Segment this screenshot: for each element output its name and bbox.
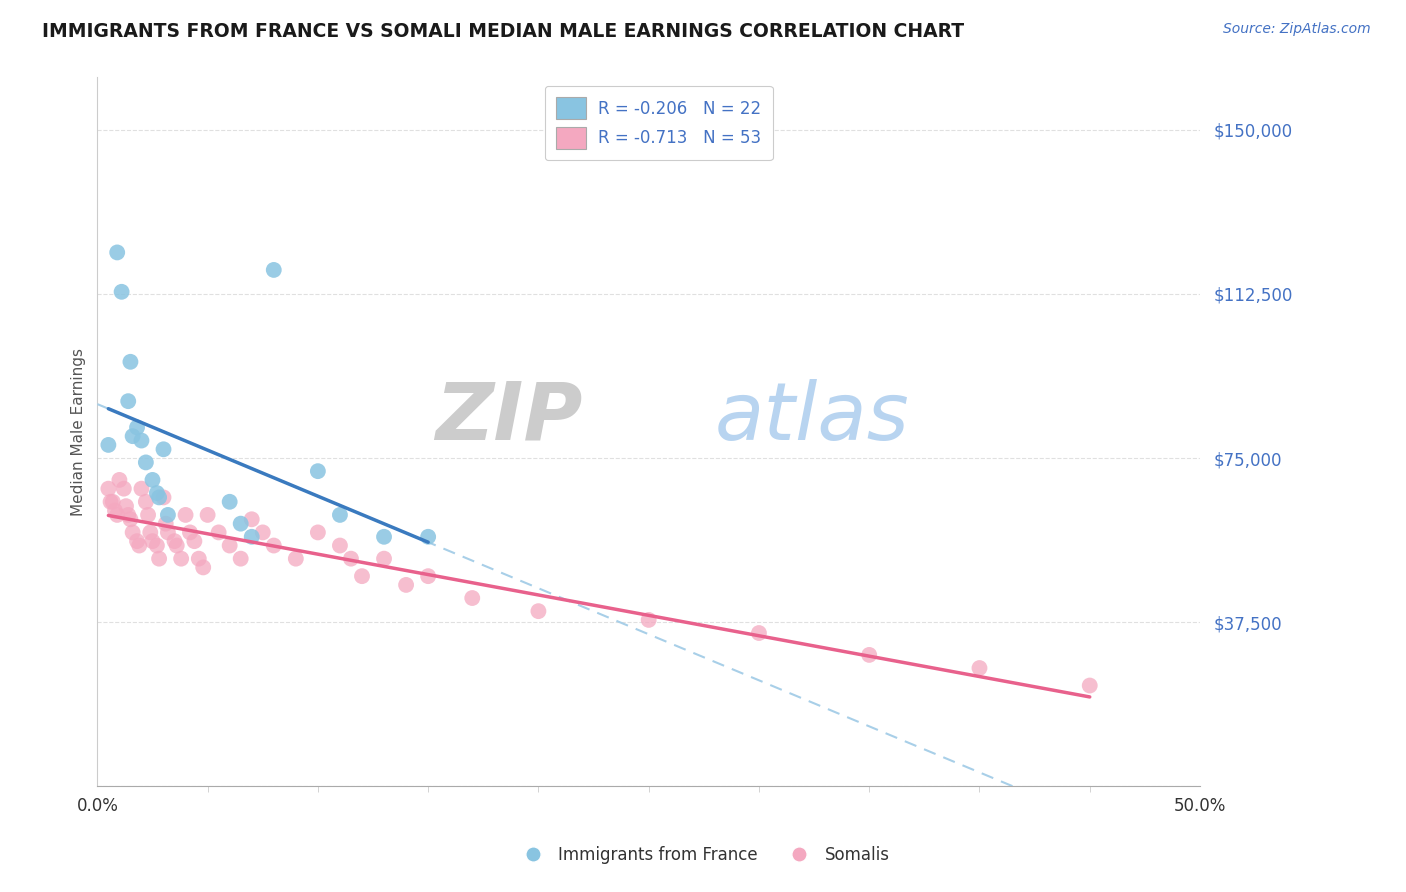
Point: [146, 539, 169, 553]
Point: [193, 560, 215, 574]
Legend: R = -0.206   N = 22, R = -0.713   N = 53: R = -0.206 N = 22, R = -0.713 N = 53: [544, 86, 773, 161]
Legend: Immigrants from France, Somalis: Immigrants from France, Somalis: [510, 839, 896, 871]
Point: [97, 482, 120, 496]
Point: [240, 530, 263, 544]
Point: [307, 464, 329, 478]
Point: [120, 355, 142, 369]
Point: [125, 534, 148, 549]
Point: [350, 569, 373, 583]
Point: [461, 591, 484, 605]
Point: [141, 473, 163, 487]
Point: [121, 429, 143, 443]
Point: [128, 539, 150, 553]
Point: [418, 530, 440, 544]
Text: ZIP: ZIP: [434, 378, 582, 457]
Point: [117, 394, 139, 409]
Point: [197, 508, 219, 522]
Point: [156, 525, 179, 540]
Point: [135, 495, 157, 509]
Point: [148, 491, 170, 505]
Point: [263, 263, 285, 277]
Point: [117, 508, 139, 522]
Point: [373, 530, 395, 544]
Point: [252, 525, 274, 540]
Point: [148, 551, 170, 566]
Point: [218, 495, 240, 509]
Point: [139, 525, 162, 540]
Point: [156, 508, 179, 522]
Point: [418, 569, 440, 583]
Point: [105, 508, 128, 522]
Point: [141, 534, 163, 549]
Point: [748, 626, 770, 640]
Point: [163, 534, 186, 549]
Point: [166, 539, 188, 553]
Point: [179, 525, 201, 540]
Point: [115, 499, 138, 513]
Text: IMMIGRANTS FROM FRANCE VS SOMALI MEDIAN MALE EARNINGS CORRELATION CHART: IMMIGRANTS FROM FRANCE VS SOMALI MEDIAN …: [42, 22, 965, 41]
Point: [152, 491, 174, 505]
Point: [183, 534, 205, 549]
Point: [218, 539, 240, 553]
Point: [125, 420, 148, 434]
Point: [105, 245, 128, 260]
Point: [340, 551, 363, 566]
Point: [373, 551, 395, 566]
Point: [527, 604, 550, 618]
Point: [104, 503, 127, 517]
Point: [263, 539, 285, 553]
Point: [131, 482, 153, 496]
Point: [229, 551, 252, 566]
Text: atlas: atlas: [714, 378, 910, 457]
Point: [240, 512, 263, 526]
Point: [208, 525, 231, 540]
Point: [97, 438, 120, 452]
Point: [152, 442, 174, 457]
Point: [101, 495, 124, 509]
Point: [284, 551, 307, 566]
Point: [121, 525, 143, 540]
Y-axis label: Median Male Earnings: Median Male Earnings: [72, 348, 86, 516]
Point: [131, 434, 153, 448]
Point: [329, 539, 352, 553]
Point: [112, 482, 135, 496]
Point: [146, 486, 169, 500]
Point: [969, 661, 991, 675]
Point: [155, 516, 177, 531]
Point: [858, 648, 880, 662]
Point: [395, 578, 418, 592]
Point: [100, 495, 122, 509]
Point: [229, 516, 252, 531]
Point: [170, 551, 193, 566]
Point: [637, 613, 659, 627]
Point: [135, 455, 157, 469]
Point: [108, 473, 131, 487]
Point: [187, 551, 209, 566]
Text: Source: ZipAtlas.com: Source: ZipAtlas.com: [1223, 22, 1371, 37]
Point: [110, 285, 132, 299]
Point: [136, 508, 159, 522]
Point: [329, 508, 352, 522]
Point: [174, 508, 197, 522]
Point: [307, 525, 329, 540]
Point: [120, 512, 142, 526]
Point: [1078, 679, 1101, 693]
